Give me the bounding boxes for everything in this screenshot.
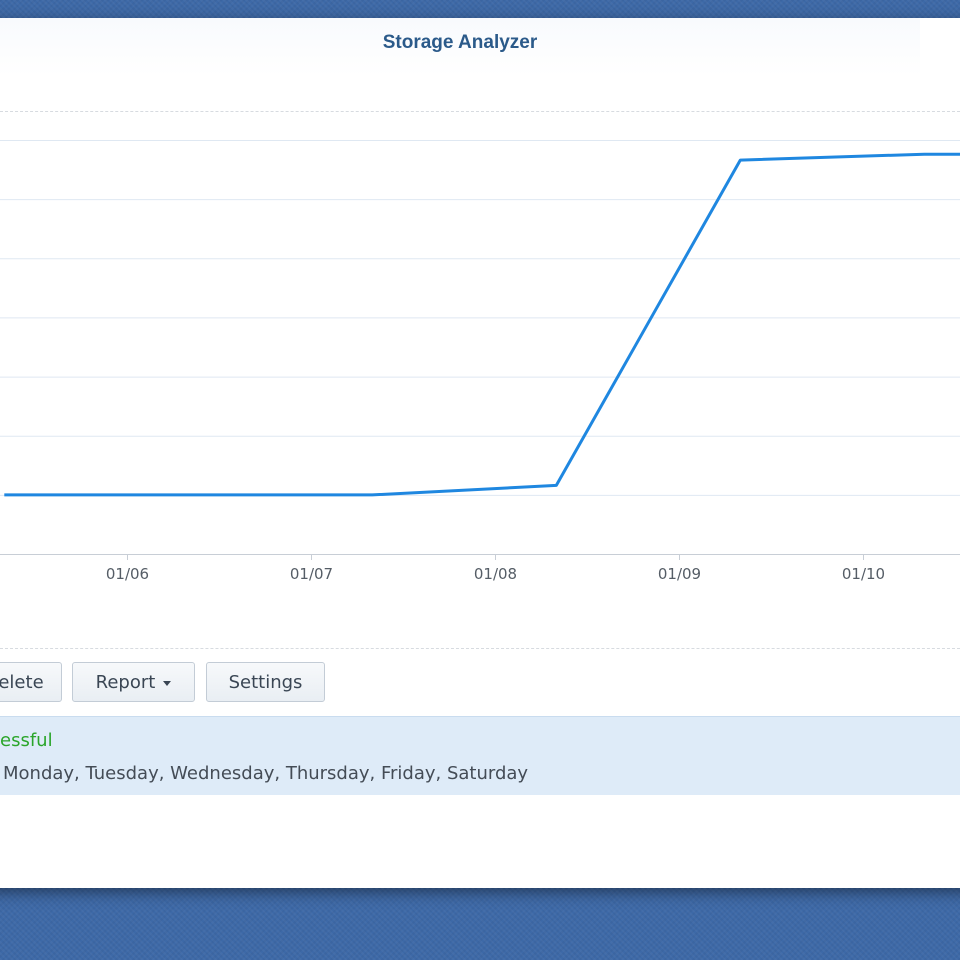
delete-button[interactable]: elete — [0, 662, 62, 702]
last-run-status: essful — [0, 730, 53, 751]
window-titlebar[interactable]: Storage Analyzer — [0, 18, 920, 76]
caret-down-icon — [163, 680, 172, 686]
chart-bottom-divider — [0, 648, 960, 649]
chart-grid — [0, 140, 960, 496]
chart-x-tick-label: 01/08 — [474, 565, 517, 583]
chart-top-divider — [0, 111, 960, 112]
chart-x-tick-label: 01/09 — [658, 565, 701, 583]
chart-x-axis — [0, 554, 960, 560]
schedule-days: Monday, Tuesday, Wednesday, Thursday, Fr… — [3, 763, 529, 784]
window-title: Storage Analyzer — [382, 32, 538, 53]
chart-x-tick-label: 01/07 — [290, 565, 333, 583]
chart-x-tick-labels: 01/06 01/07 01/08 01/09 01/10 — [106, 565, 885, 583]
settings-button[interactable]: Settings — [206, 662, 325, 702]
chart-x-tick-label: 01/06 — [106, 565, 149, 583]
task-info-panel: essful Monday, Tuesday, Wednesday, Thurs… — [0, 716, 960, 795]
chart-series-line — [4, 152, 960, 497]
settings-button-label: Settings — [228, 671, 303, 693]
delete-button-label: elete — [0, 671, 44, 693]
chart-x-tick-label: 01/10 — [842, 565, 885, 583]
report-dropdown-button[interactable]: Report — [72, 662, 195, 702]
usage-line-chart: 01/06 01/07 01/08 01/09 01/10 — [0, 140, 960, 583]
report-button-label: Report — [95, 671, 156, 693]
chart-series — [4, 152, 960, 497]
